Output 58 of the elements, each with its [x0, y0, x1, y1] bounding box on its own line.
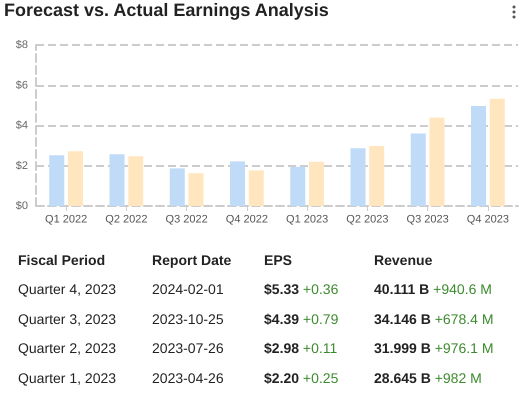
x-tick-label: Q4 2022: [226, 214, 268, 226]
text: $2.98: [264, 340, 300, 356]
bar: [490, 98, 505, 206]
bar: [230, 161, 245, 206]
text: Revenue: [374, 252, 432, 268]
x-tick-label: Q3 2023: [406, 214, 449, 226]
bar: [410, 134, 426, 206]
x-tick-label: Q1 2023: [286, 214, 328, 226]
x-tick-label: Q3 2022: [166, 214, 208, 226]
text: +976.1 M: [434, 340, 494, 356]
text: Quarter 2, 2023: [18, 340, 116, 356]
y-tick-label: $6: [16, 79, 28, 92]
bar: [248, 170, 264, 206]
bar: [290, 166, 306, 206]
text: Quarter 4, 2023: [18, 281, 116, 297]
text: $4.39: [264, 310, 300, 326]
bar: [68, 151, 83, 206]
text: 34.146 B: [374, 310, 431, 326]
text: 2024-02-01: [152, 281, 224, 297]
x-tick-label: Q2 2023: [346, 214, 388, 226]
text: +982 M: [434, 370, 482, 386]
text: +0.25: [302, 370, 338, 386]
bar: [49, 155, 64, 206]
y-tick-label: $4: [16, 120, 28, 132]
text: +0.79: [302, 310, 338, 326]
text: 28.645 B: [374, 370, 431, 386]
y-tick-label: $8: [16, 39, 28, 51]
text: Report Date: [152, 252, 232, 268]
bar: [471, 106, 486, 206]
bar: [350, 148, 366, 206]
text: Fiscal Period: [18, 252, 106, 268]
text: 31.999 B: [374, 340, 431, 356]
text: Quarter 1, 2023: [18, 370, 116, 386]
y-tick-label: $2: [16, 160, 28, 172]
y-tick-label: $0: [16, 200, 28, 212]
text: Quarter 3, 2023: [18, 310, 116, 326]
text: +0.11: [302, 340, 338, 356]
text: 2023-07-26: [152, 340, 224, 356]
text: +0.36: [302, 281, 338, 297]
bar: [309, 162, 324, 206]
bar: [128, 156, 144, 206]
text: 40.111 B: [374, 281, 430, 297]
bar: [170, 168, 185, 206]
text: +678.4 M: [434, 310, 494, 326]
x-tick-label: Q2 2022: [105, 214, 148, 226]
text: EPS: [264, 252, 292, 268]
text: $2.20: [264, 370, 300, 386]
text: 2023-04-26: [152, 370, 224, 386]
bar: [110, 154, 124, 206]
bar: [430, 118, 444, 206]
x-tick-label: Q1 2022: [45, 214, 88, 226]
text: $5.33: [264, 281, 300, 297]
x-tick-label: Q4 2023: [466, 214, 509, 226]
bar: [188, 173, 204, 206]
text: +940.6 M: [432, 281, 492, 297]
text: 2023-10-25: [152, 310, 224, 326]
chart-title: Forecast vs. Actual Earnings Analysis: [4, 0, 329, 21]
bar: [369, 146, 384, 206]
